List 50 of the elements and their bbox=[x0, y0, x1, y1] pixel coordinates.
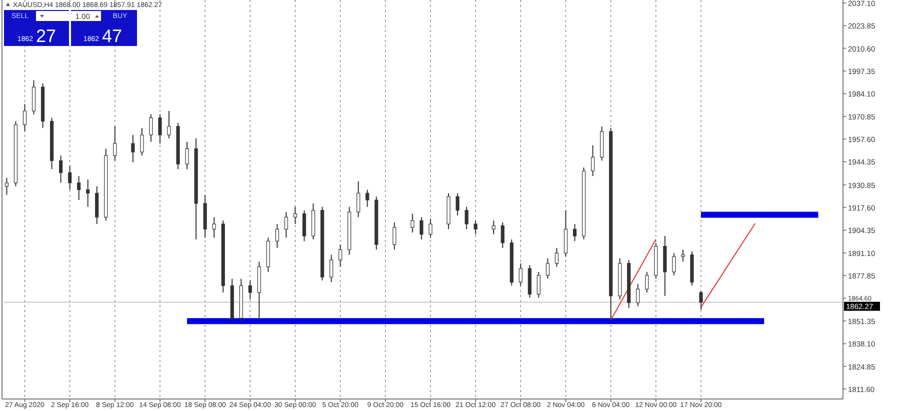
candlestick bbox=[356, 180, 360, 218]
candlestick bbox=[330, 254, 334, 283]
candlestick bbox=[212, 216, 216, 238]
candlestick bbox=[564, 210, 568, 258]
candlestick bbox=[338, 244, 342, 268]
candlestick bbox=[248, 280, 252, 300]
candlestick bbox=[518, 262, 522, 286]
candlestick bbox=[410, 213, 414, 234]
candlestick bbox=[672, 252, 676, 276]
candlestick bbox=[428, 218, 432, 238]
candlestick bbox=[4, 177, 9, 196]
candlestick bbox=[158, 114, 162, 144]
candlestick bbox=[464, 206, 468, 230]
annotation: 47 bbox=[102, 26, 122, 46]
candlestick bbox=[474, 220, 478, 235]
candlestick bbox=[420, 216, 424, 240]
candlestick bbox=[645, 271, 649, 293]
candlestick bbox=[392, 222, 396, 250]
candlestick bbox=[681, 249, 685, 262]
candlestick bbox=[554, 247, 559, 268]
candlestick bbox=[167, 110, 171, 139]
candlestick bbox=[32, 80, 36, 115]
annotation: 27 bbox=[36, 26, 56, 46]
candlestick bbox=[366, 189, 370, 208]
candlestick bbox=[590, 144, 595, 177]
candlestick bbox=[22, 104, 27, 132]
candlestick bbox=[302, 210, 306, 242]
candlestick bbox=[131, 134, 135, 163]
candlestick bbox=[536, 271, 540, 298]
candlestick bbox=[77, 176, 81, 201]
candlestick bbox=[699, 290, 703, 310]
candlestick bbox=[456, 192, 460, 216]
candlestick bbox=[572, 223, 577, 242]
candlestick bbox=[68, 165, 72, 190]
line-series bbox=[610, 238, 656, 321]
candlestick bbox=[86, 178, 90, 208]
candlestick bbox=[140, 128, 144, 156]
candlestick bbox=[546, 258, 550, 280]
candlestick bbox=[149, 114, 153, 142]
candlestick bbox=[500, 222, 504, 248]
line-series bbox=[700, 222, 756, 308]
candlestick bbox=[275, 223, 280, 248]
candlestick bbox=[185, 141, 189, 170]
candlestick bbox=[636, 283, 640, 307]
candlestick bbox=[59, 154, 63, 184]
candlestick bbox=[113, 126, 117, 162]
candlestick bbox=[95, 186, 99, 224]
candlestick bbox=[293, 206, 298, 224]
candlestick bbox=[492, 220, 496, 235]
candlestick bbox=[284, 212, 288, 238]
